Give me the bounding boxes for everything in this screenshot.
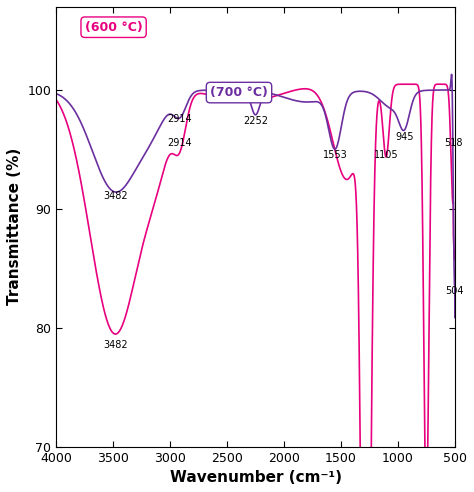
Text: 3482: 3482 <box>103 191 128 201</box>
Text: (600 °C): (600 °C) <box>85 21 143 34</box>
Text: 1553: 1553 <box>323 150 347 159</box>
Text: 945: 945 <box>395 132 414 142</box>
Text: (700 °C): (700 °C) <box>210 86 268 99</box>
Text: 518: 518 <box>444 138 462 148</box>
X-axis label: Wavenumber (cm⁻¹): Wavenumber (cm⁻¹) <box>170 470 342 485</box>
Text: 3482: 3482 <box>103 339 128 350</box>
Text: 1282: 1282 <box>0 491 1 492</box>
Text: 1273: 1273 <box>0 491 1 492</box>
Text: 2914: 2914 <box>168 138 192 148</box>
Text: 752: 752 <box>0 491 1 492</box>
Text: 2252: 2252 <box>243 116 268 126</box>
Y-axis label: Transmittance (%): Transmittance (%) <box>7 148 22 306</box>
Text: 504: 504 <box>446 286 464 296</box>
Text: 1105: 1105 <box>374 150 399 159</box>
Text: 2914: 2914 <box>168 114 192 124</box>
